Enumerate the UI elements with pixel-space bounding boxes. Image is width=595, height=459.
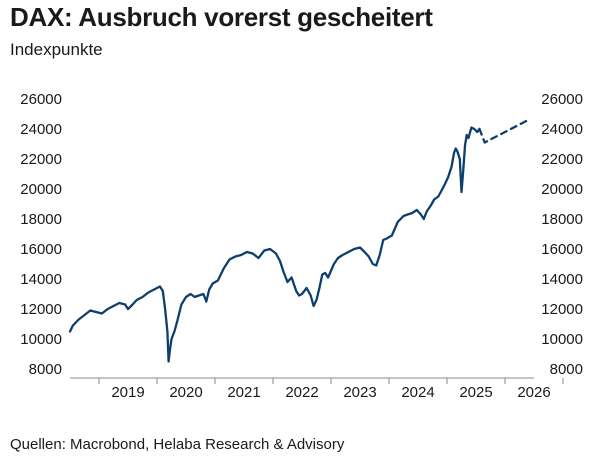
source-note: Quellen: Macrobond, Helaba Research & Ad… — [10, 436, 345, 453]
y-tick-label-right: 16000 — [541, 241, 583, 258]
y-tick-label-right: 24000 — [541, 121, 583, 138]
x-tick-label: 2026 — [517, 384, 550, 401]
x-tick-label: 2020 — [169, 384, 202, 401]
y-tick-label-left: 22000 — [20, 151, 62, 168]
y-tick-label-right: 18000 — [541, 211, 583, 228]
y-tick-label-left: 8000 — [29, 361, 62, 378]
y-tick-label-right: 14000 — [541, 271, 583, 288]
y-tick-label-left: 12000 — [20, 301, 62, 318]
dax-index-line — [68, 126, 481, 363]
y-tick-label-right: 22000 — [541, 151, 583, 168]
y-tick-label-left: 18000 — [20, 211, 62, 228]
series-group — [68, 118, 530, 363]
dax-line-chart: 26000 24000 22000 20000 18000 16000 14000 12000… — [20, 91, 583, 401]
y-tick-label-left: 20000 — [20, 181, 62, 198]
x-tick-label: 2024 — [401, 384, 434, 401]
right-y-axis: 26000 24000 22000 20000 18000 16000 14000 12000… — [541, 91, 583, 378]
y-tick-label-right: 26000 — [541, 91, 583, 108]
left-y-axis: 26000 24000 22000 20000 18000 16000 14000 12000… — [20, 91, 62, 378]
y-tick-label-right: 20000 — [541, 181, 583, 198]
x-tick-label: 2025 — [459, 384, 492, 401]
y-tick-label-left: 24000 — [20, 121, 62, 138]
y-tick-label-left: 14000 — [20, 271, 62, 288]
x-tick-label: 2022 — [285, 384, 318, 401]
y-tick-label-left: 26000 — [20, 91, 62, 108]
x-tick-label: 2023 — [343, 384, 376, 401]
forecast-line — [478, 118, 530, 144]
x-axis: 2019 2020 2021 2022 2023 2024 2025 2026 — [98, 378, 564, 401]
chart-subtitle: Indexpunkte — [10, 40, 103, 59]
y-tick-label-right: 10000 — [541, 331, 583, 348]
y-tick-label-left: 16000 — [20, 241, 62, 258]
x-tick-label: 2019 — [111, 384, 144, 401]
y-tick-label-right: 12000 — [541, 301, 583, 318]
y-tick-label-right: 8000 — [550, 361, 583, 378]
y-tick-label-left: 10000 — [20, 331, 62, 348]
chart-title: DAX: Ausbruch vorerst gescheitert — [10, 2, 433, 32]
x-tick-label: 2021 — [227, 384, 260, 401]
